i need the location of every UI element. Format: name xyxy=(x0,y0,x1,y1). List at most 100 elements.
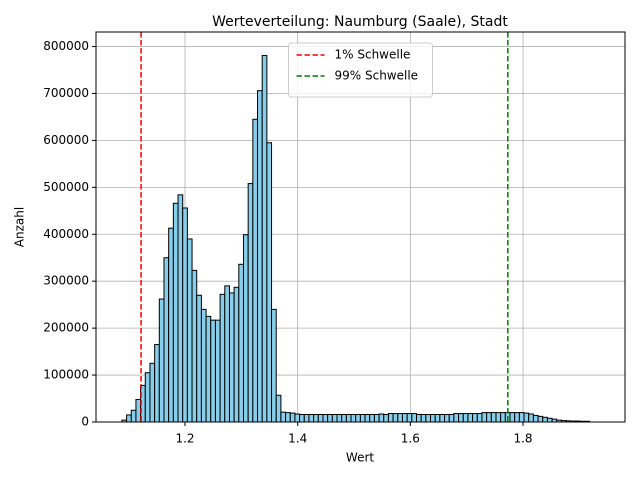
bar xyxy=(355,413,361,423)
bar xyxy=(415,413,422,423)
y-tick-label: 0 xyxy=(81,415,89,429)
bar xyxy=(252,118,259,423)
bar xyxy=(149,362,156,423)
bar xyxy=(163,257,170,423)
bar xyxy=(378,413,385,423)
bar xyxy=(383,413,389,423)
legend-box xyxy=(288,42,433,98)
bar xyxy=(490,412,497,423)
bar xyxy=(439,413,446,423)
bar xyxy=(317,413,324,423)
bar xyxy=(523,412,530,423)
bar xyxy=(172,202,179,423)
bar xyxy=(364,413,371,423)
bar xyxy=(200,308,207,423)
bar xyxy=(462,413,469,423)
bar xyxy=(476,413,483,423)
bar xyxy=(196,294,202,423)
bar xyxy=(467,413,474,423)
bar xyxy=(144,372,151,423)
bar xyxy=(271,308,277,423)
bar xyxy=(411,413,417,423)
bar xyxy=(500,412,506,423)
bar xyxy=(126,414,132,423)
bar xyxy=(359,413,366,423)
bar xyxy=(514,412,520,423)
bar xyxy=(331,413,338,423)
bar xyxy=(453,413,460,423)
x-axis-label: Wert xyxy=(346,451,374,465)
bar xyxy=(430,413,436,423)
bar xyxy=(486,412,492,423)
bar xyxy=(214,319,221,423)
bar xyxy=(303,413,310,423)
bar xyxy=(472,413,478,423)
bar xyxy=(135,398,142,423)
bar xyxy=(350,413,357,423)
bar xyxy=(327,413,333,423)
bar xyxy=(289,412,296,423)
bar xyxy=(458,413,464,423)
x-tick-label: 1.2 xyxy=(175,432,194,446)
bar xyxy=(401,413,408,423)
bar xyxy=(210,319,216,423)
legend-label: 99% Schwelle xyxy=(335,69,419,83)
y-tick-label: 500000 xyxy=(43,180,89,194)
chart-title: Werteverteilung: Naumburg (Saale), Stadt xyxy=(212,14,508,30)
bar xyxy=(434,413,441,423)
bar xyxy=(158,298,165,423)
y-tick-label: 600000 xyxy=(43,133,89,147)
bar xyxy=(537,415,544,423)
bar xyxy=(275,394,282,423)
bar xyxy=(444,413,450,423)
bar xyxy=(532,414,539,423)
bar xyxy=(313,413,319,423)
bar xyxy=(518,412,525,423)
bar xyxy=(345,413,352,423)
bar xyxy=(182,207,188,423)
y-tick-label: 700000 xyxy=(43,86,89,100)
y-tick-label: 300000 xyxy=(43,274,89,288)
bar xyxy=(392,413,399,423)
bar xyxy=(299,413,305,423)
bar xyxy=(177,194,184,423)
bar xyxy=(528,413,534,423)
bar xyxy=(387,413,394,423)
bar xyxy=(280,411,287,423)
bar xyxy=(509,412,516,423)
x-tick-label: 1.4 xyxy=(288,432,307,446)
bar xyxy=(191,269,198,423)
bar xyxy=(294,413,301,423)
bar xyxy=(228,292,235,423)
bar xyxy=(481,412,488,423)
bar xyxy=(369,413,375,423)
y-tick-label: 200000 xyxy=(43,321,89,335)
bar xyxy=(448,413,455,423)
legend-label: 1% Schwelle xyxy=(335,48,411,62)
bar xyxy=(406,413,413,423)
bar xyxy=(257,90,263,423)
bar xyxy=(261,54,268,423)
x-tick-label: 1.6 xyxy=(401,432,420,446)
axes-frame xyxy=(95,31,626,423)
y-axis-label: Anzahl xyxy=(13,207,27,247)
bar xyxy=(322,413,329,423)
bar xyxy=(205,315,212,423)
bar xyxy=(425,413,432,423)
y-tick-label: 800000 xyxy=(43,39,89,53)
y-tick-label: 100000 xyxy=(43,368,89,382)
bar xyxy=(168,227,174,423)
bar xyxy=(154,344,160,423)
bar xyxy=(219,293,226,423)
bar xyxy=(242,234,249,423)
bar xyxy=(341,413,347,423)
bar xyxy=(336,413,343,423)
bar xyxy=(233,286,240,423)
bar xyxy=(308,413,315,423)
bar xyxy=(238,263,244,423)
bar xyxy=(546,417,553,423)
bar xyxy=(130,409,137,423)
bar xyxy=(495,412,502,423)
bar xyxy=(285,412,291,423)
